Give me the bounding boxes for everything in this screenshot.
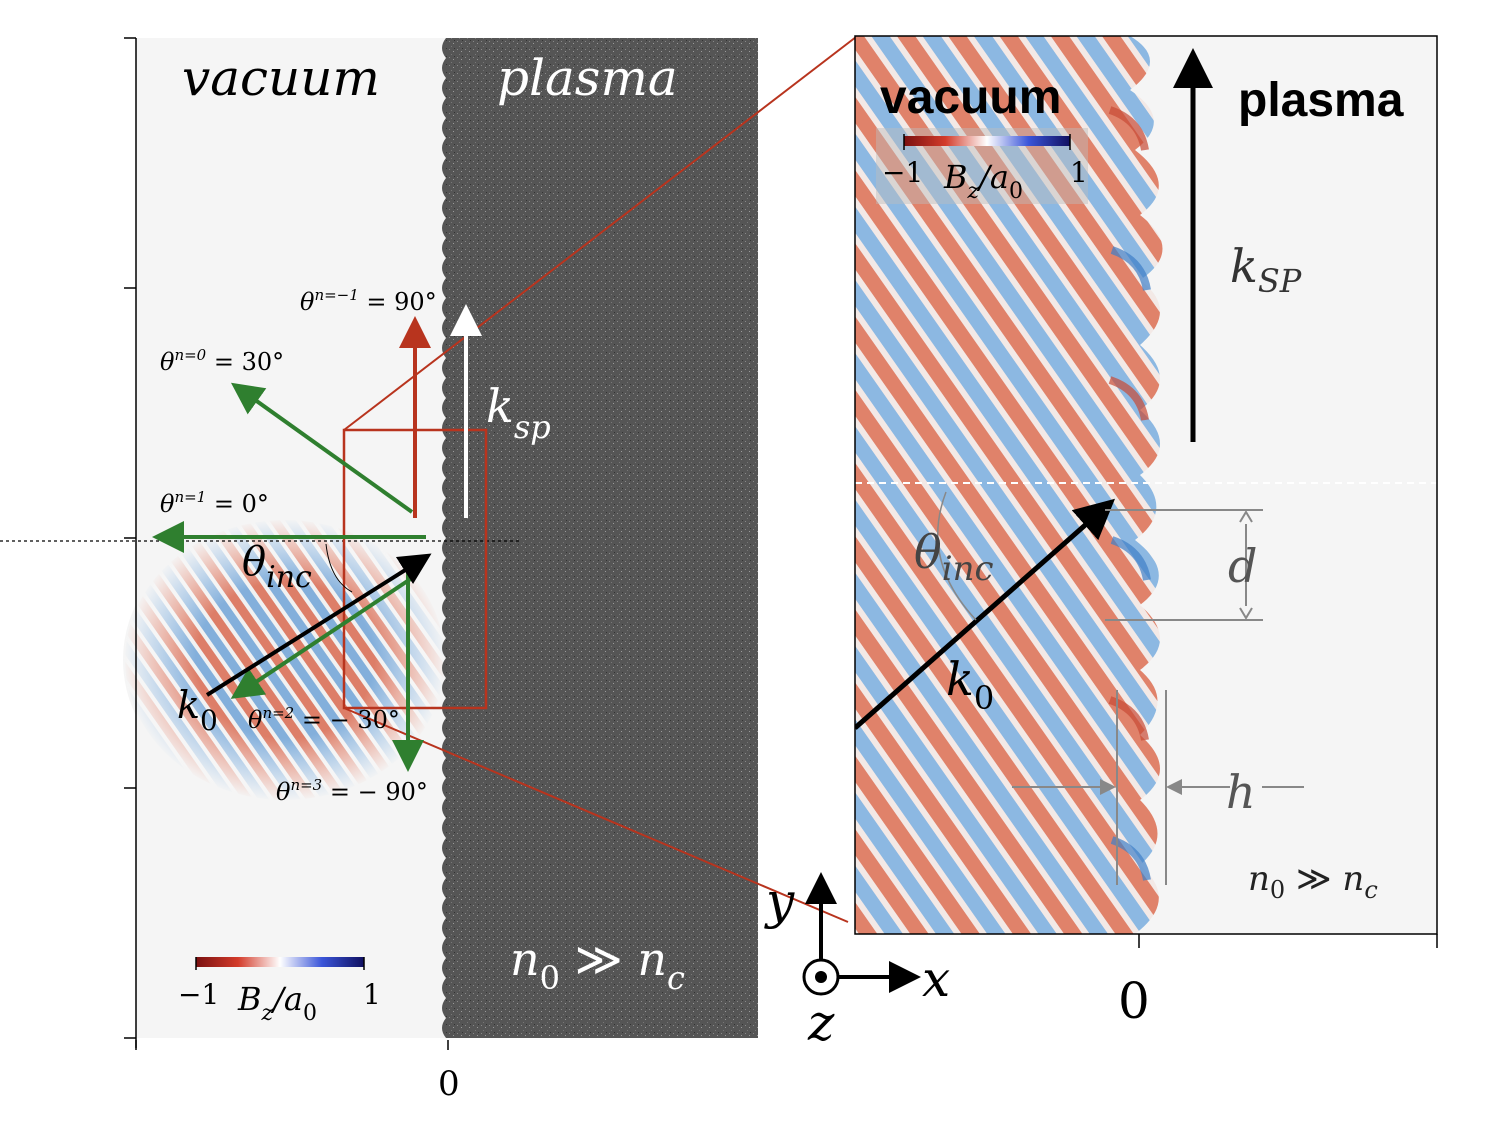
theta-arc-right [937, 491, 977, 621]
order-n0-arrow [230, 382, 414, 514]
coordinate-axes: y x z [764, 872, 950, 1052]
left-colorbar-label: Bz/a0 [237, 980, 317, 1026]
right-x-tick-0: 0 [1118, 972, 1150, 1030]
left-wave-packet [123, 518, 447, 802]
order-n-minus1-label: θn=−1 = 90° [300, 286, 437, 316]
right-plasma-label: plasma [1238, 74, 1404, 127]
h-label: h [1226, 765, 1256, 819]
density-label-left: n0 ≫ nc [510, 932, 685, 997]
order-n2-label: θn=2 = − 30° [248, 704, 400, 734]
left-colorbar-max: 1 [363, 978, 381, 1011]
right-panel: vacuum plasma kSP θinc k0 d h n0 ≫ nc −1… [854, 35, 1438, 1030]
left-vacuum-label: vacuum [182, 49, 380, 107]
k0-arrow-left [205, 553, 432, 697]
right-colorbar-label: Bz/a0 [943, 158, 1023, 204]
y-axis-label: y [764, 872, 795, 930]
right-colorbar-min: −1 [882, 156, 923, 189]
right-vacuum-label: vacuum [880, 71, 1061, 124]
order-n0-label: θn=0 = 30° [160, 346, 284, 376]
order-n2-arrow [230, 576, 414, 699]
right-colorbar-max: 1 [1070, 156, 1088, 189]
zoom-line-bottom [343, 707, 849, 923]
z-axis-label: z [807, 994, 835, 1052]
zoom-line-top [343, 36, 857, 431]
left-panel: vacuum plasma ksp θinc k0 θn=−1 = 90° θn… [0, 36, 857, 1104]
k0-arrow-right [855, 498, 1116, 730]
k0-label-right: k0 [946, 652, 994, 717]
order-n3-label: θn=3 = − 90° [276, 776, 428, 806]
x-axis-label: x [922, 950, 950, 1008]
ksp-label-right: kSP [1230, 239, 1302, 300]
k0-label-left: k0 [177, 683, 218, 737]
order-n1-label: θn=1 = 0° [160, 488, 269, 518]
left-colorbar: −1 1 Bz/a0 [178, 957, 381, 1026]
left-plasma-grating [442, 38, 446, 1038]
theta-inc-label-right: θinc [914, 525, 994, 589]
ksp-label-left: ksp [486, 379, 551, 446]
right-wave-field [855, 36, 1163, 934]
d-measurement [1105, 509, 1263, 621]
theta-arc-left [325, 543, 353, 593]
density-label-right: n0 ≫ nc [1248, 859, 1378, 904]
left-x-tick-0: 0 [438, 1064, 460, 1104]
d-label: d [1228, 539, 1257, 593]
left-plasma-label: plasma [497, 49, 678, 107]
theta-inc-label-left: θinc [242, 539, 312, 595]
h-measurement [1012, 690, 1304, 885]
right-colorbar: −1 1 Bz/a0 [882, 134, 1088, 204]
left-plasma-region [446, 38, 758, 1038]
left-colorbar-min: −1 [178, 978, 219, 1011]
